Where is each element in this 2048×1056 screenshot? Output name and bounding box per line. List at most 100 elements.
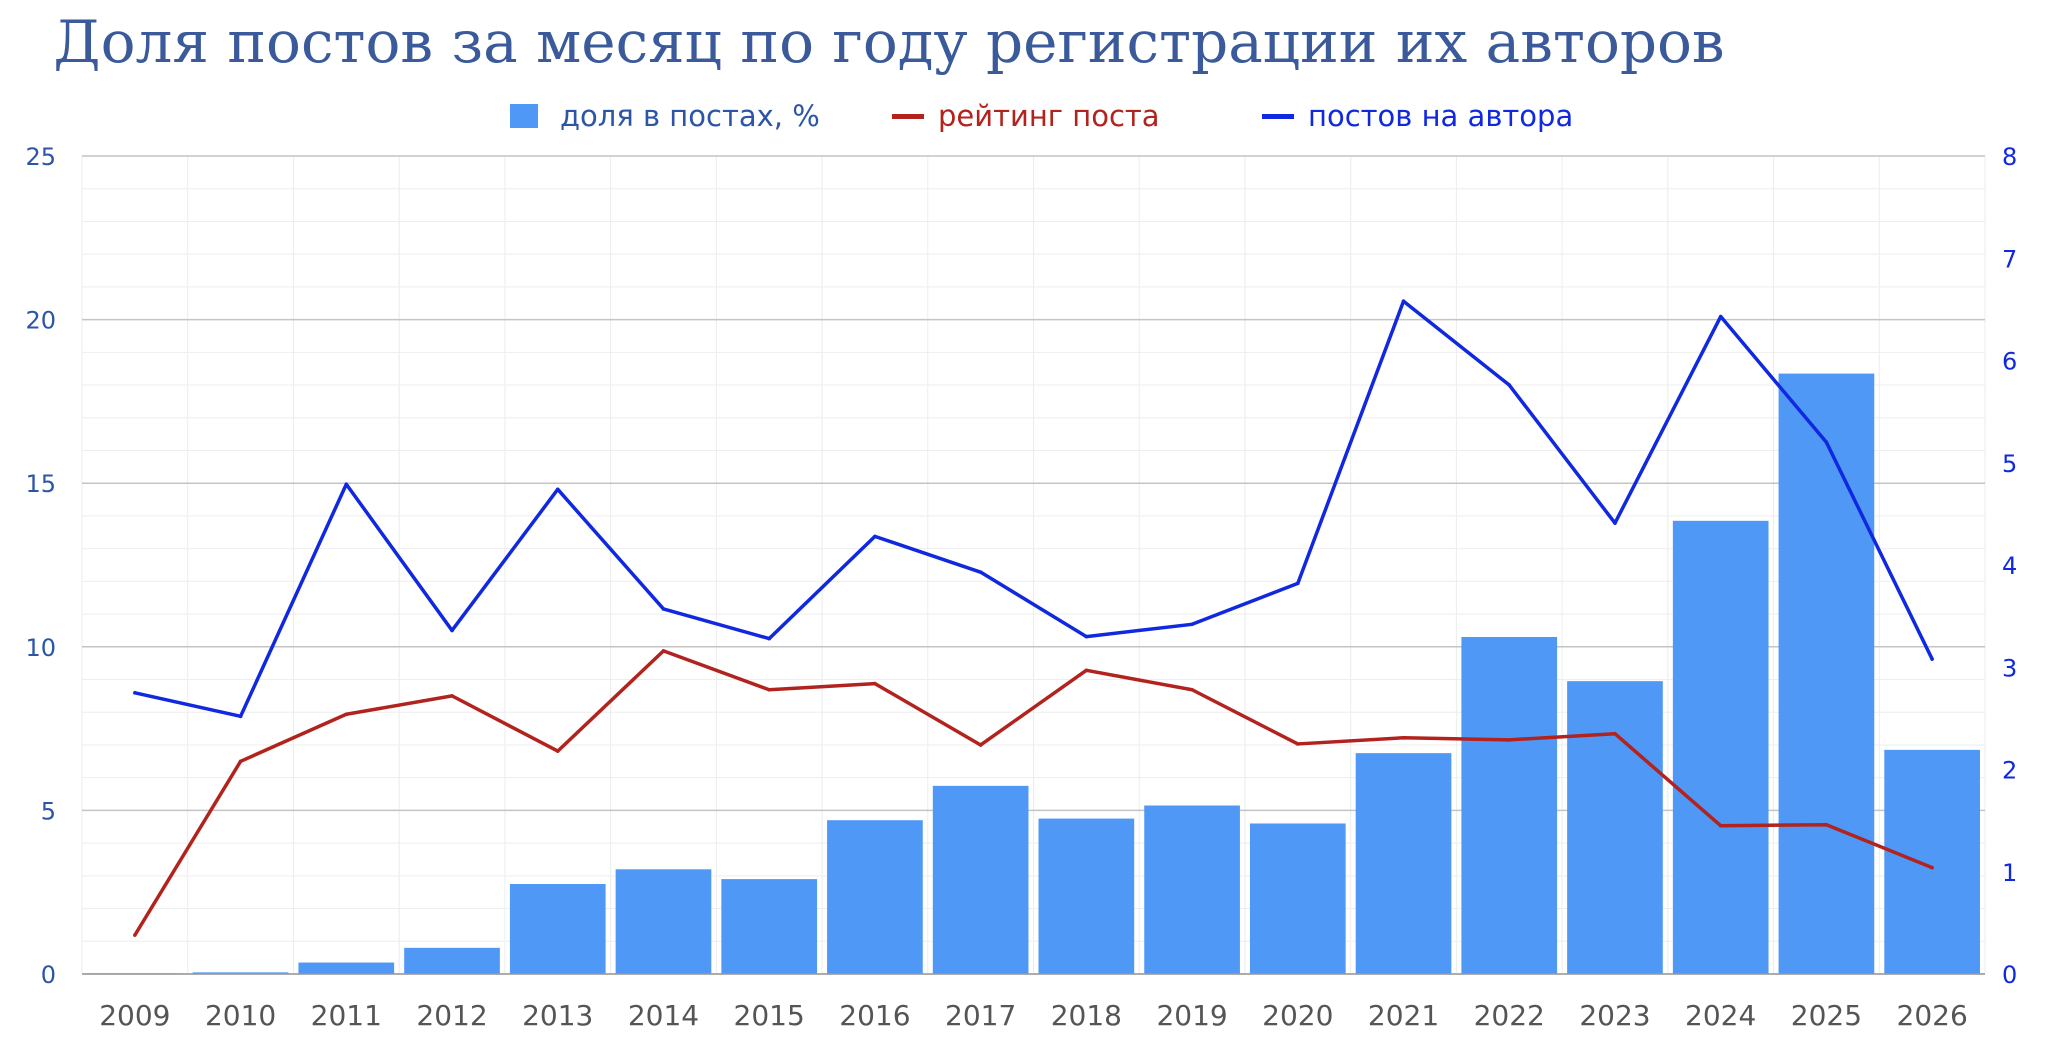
posts-per-author-point-2019 [1190, 622, 1194, 627]
rating-point-2024 [1718, 823, 1723, 828]
x-tick-label-2026: 2026 [1897, 999, 1968, 1032]
x-tick-label-2019: 2019 [1156, 999, 1227, 1032]
bar-2026 [1884, 749, 1980, 974]
posts-per-author-point-2012 [450, 628, 454, 633]
posts-per-author-point-2010 [238, 714, 243, 719]
y-left-tick-label: 25 [25, 143, 56, 171]
y-right-tick-label: 8 [2002, 143, 2017, 171]
rating-point-2018 [1084, 668, 1089, 673]
posts-per-author-point-2014 [661, 607, 666, 611]
bar-2014 [615, 869, 712, 974]
posts-per-author-point-2016 [873, 534, 877, 539]
bar-2020 [1249, 823, 1346, 974]
legend-swatch-share [510, 104, 538, 128]
rating-point-2017 [978, 743, 983, 747]
bar-2018 [1038, 818, 1135, 974]
posts-per-author-point-2009 [133, 691, 137, 695]
x-tick-label-2011: 2011 [311, 999, 382, 1032]
bar-2021 [1355, 753, 1452, 974]
rating-point-2022 [1507, 738, 1512, 742]
posts-per-author-point-2023 [1613, 521, 1617, 525]
rating-line [133, 649, 1933, 937]
posts-per-author-point-2018 [1084, 634, 1089, 639]
y-left-tick-label: 10 [25, 634, 56, 662]
x-tick-label-2014: 2014 [628, 999, 699, 1032]
x-tick-label-2015: 2015 [734, 999, 805, 1032]
posts-per-author-line [134, 299, 1934, 719]
x-tick-label-2020: 2020 [1262, 999, 1333, 1032]
bar-2023 [1567, 681, 1663, 974]
posts-per-author-point-2020 [1296, 581, 1300, 586]
rating-point-2010 [238, 759, 243, 764]
y-right-tick-label: 3 [2002, 654, 2017, 682]
rating-point-2023 [1613, 731, 1617, 736]
y-right-tick-label: 4 [2002, 552, 2017, 580]
y-right-tick-label: 1 [2002, 859, 2017, 887]
posts-per-author-point-2022 [1507, 383, 1512, 387]
y-right-tick-label: 0 [2002, 961, 2017, 989]
bar-2019 [1144, 805, 1240, 974]
bar-2013 [509, 884, 606, 974]
legend-item-posts-per-author: постов на автора [1262, 92, 1573, 140]
y-right-tick-label: 5 [2002, 450, 2017, 478]
chart-title: Доля постов за месяц по году регистрации… [53, 8, 1725, 76]
bar-2015 [721, 879, 818, 974]
posts-per-author-point-2017 [978, 570, 983, 574]
x-tick-label-2017: 2017 [945, 999, 1016, 1032]
y-right-tick-label: 6 [2002, 348, 2017, 376]
rating-point-2020 [1296, 742, 1300, 746]
rating-point-2015 [767, 687, 771, 692]
bar-2010 [192, 972, 289, 974]
rating-point-2025 [1824, 822, 1829, 827]
x-tick-label-2009: 2009 [99, 999, 170, 1032]
legend-swatch-rating [892, 113, 924, 119]
legend-item-share: доля в постах, % [510, 92, 820, 140]
rating-point-2026 [1930, 865, 1934, 870]
rating-point-2012 [450, 694, 454, 698]
rating-point-2009 [133, 933, 137, 937]
x-tick-label-2016: 2016 [839, 999, 910, 1032]
x-tick-label-2013: 2013 [522, 999, 593, 1032]
y-right-tick-label: 2 [2002, 757, 2017, 785]
posts-per-author-point-2015 [767, 636, 771, 641]
posts-per-author-point-2026 [1930, 657, 1934, 661]
x-tick-label-2023: 2023 [1579, 999, 1650, 1032]
y-left-tick-label: 20 [25, 307, 56, 335]
legend-swatch-posts-per-author [1262, 113, 1294, 119]
rating-point-2014 [661, 649, 666, 653]
y-left-tick-label: 15 [25, 470, 56, 498]
x-tick-label-2024: 2024 [1685, 999, 1756, 1032]
posts-per-author-point-2025 [1824, 440, 1829, 445]
y-left-tick-label: 0 [41, 961, 56, 989]
y-left-tick-label: 5 [41, 797, 56, 825]
rating-point-2016 [873, 681, 877, 686]
posts-per-author-point-2024 [1718, 314, 1723, 319]
posts-per-author-point-2011 [344, 482, 349, 487]
x-tick-label-2021: 2021 [1368, 999, 1439, 1032]
rating-point-2011 [344, 712, 349, 717]
rating-point-2013 [555, 749, 560, 753]
bar-2011 [298, 962, 395, 974]
bar-2025 [1778, 373, 1875, 974]
rating-point-2021 [1401, 736, 1406, 740]
x-tick-label-2025: 2025 [1791, 999, 1862, 1032]
bar-2024 [1672, 520, 1769, 974]
legend-label-share: доля в постах, % [560, 99, 820, 133]
x-tick-label-2010: 2010 [205, 999, 276, 1032]
x-tick-label-2012: 2012 [416, 999, 487, 1032]
legend-item-rating: рейтинг поста [892, 92, 1160, 140]
bar-2022 [1461, 636, 1558, 974]
legend-label-rating: рейтинг поста [938, 99, 1160, 133]
legend: доля в постах, % рейтинг поста постов на… [0, 92, 2048, 140]
bar-2012 [404, 947, 500, 974]
x-tick-label-2018: 2018 [1051, 999, 1122, 1032]
posts-per-author-point-2013 [555, 487, 560, 492]
x-tick-label-2022: 2022 [1474, 999, 1545, 1032]
bar-2017 [932, 785, 1029, 974]
y-right-tick-label: 7 [2002, 245, 2017, 273]
legend-label-posts-per-author: постов на автора [1308, 99, 1574, 133]
bar-2016 [827, 820, 923, 974]
posts-per-author-point-2021 [1401, 299, 1406, 303]
